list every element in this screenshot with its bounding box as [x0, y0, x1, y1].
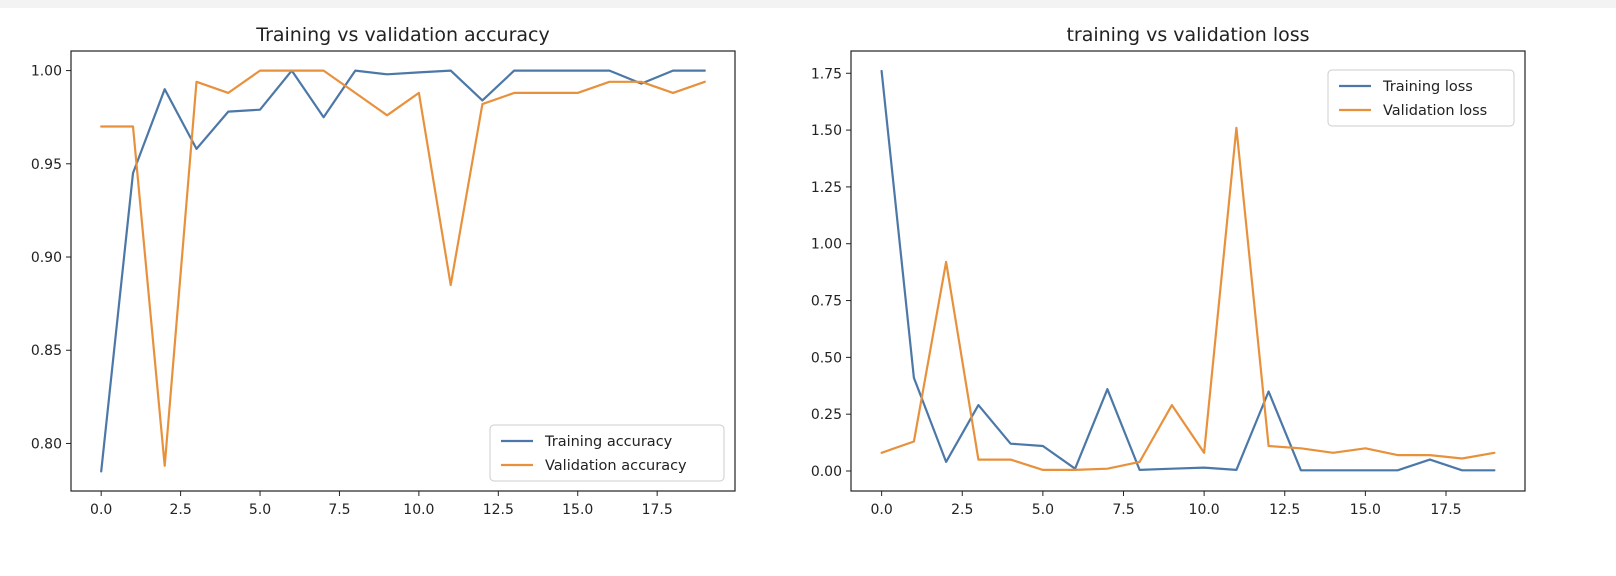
legend-label: Validation loss — [1383, 103, 1487, 119]
y-tick-label: 1.00 — [811, 237, 842, 253]
x-tick-label: 12.5 — [1269, 502, 1300, 518]
legend-box — [489, 424, 725, 482]
plot-frame — [70, 50, 736, 492]
x-tick-label: 0.0 — [871, 502, 893, 518]
y-tick-label: 0.25 — [811, 407, 842, 423]
x-tick-label: 0.0 — [90, 502, 112, 518]
x-tick-label: 15.0 — [562, 502, 593, 518]
y-tick-label: 0.75 — [811, 294, 842, 310]
x-tick-label: 2.5 — [169, 502, 191, 518]
x-tick-label: 10.0 — [1189, 502, 1220, 518]
x-tick-label: 5.0 — [1032, 502, 1054, 518]
series-line-1 — [880, 69, 1496, 472]
x-tick-label: 2.5 — [951, 502, 973, 518]
x-tick-label: 10.0 — [403, 502, 434, 518]
legend-label: Training accuracy — [544, 434, 673, 450]
legend-label: Training loss — [1382, 79, 1473, 95]
x-tick-label: 15.0 — [1350, 502, 1381, 518]
top-strip — [0, 0, 1616, 8]
y-tick-label: 0.50 — [811, 350, 842, 366]
series-line-1 — [100, 69, 706, 473]
y-tick-label: 1.25 — [811, 180, 842, 196]
y-tick-label: 0.90 — [31, 250, 62, 266]
y-tick-label: 0.80 — [31, 436, 62, 452]
y-tick-label: 0.95 — [31, 157, 62, 173]
x-tick-label: 17.5 — [1430, 502, 1461, 518]
series-line-2 — [880, 126, 1496, 471]
legend-box — [1327, 69, 1515, 127]
x-tick-label: 5.0 — [249, 502, 271, 518]
series-line-2 — [100, 69, 706, 467]
chart-2: training vs validation loss 0.00 0.25 0.50 0… — [811, 24, 1526, 518]
y-tick-label: 0.00 — [811, 464, 842, 480]
y-tick-label: 1.00 — [31, 64, 62, 80]
x-tick-label: 7.5 — [328, 502, 350, 518]
x-tick-label: 7.5 — [1112, 502, 1134, 518]
y-tick-label: 0.85 — [31, 343, 62, 359]
x-tick-label: 17.5 — [642, 502, 673, 518]
y-tick-label: 1.75 — [811, 66, 842, 82]
y-tick-label: 1.50 — [811, 123, 842, 139]
legend-label: Validation accuracy — [545, 458, 687, 474]
chart-1: Training vs validation accuracy 0.80 0.85 0… — [31, 24, 736, 518]
chart-title: Training vs validation accuracy — [255, 24, 550, 46]
x-tick-label: 12.5 — [483, 502, 514, 518]
chart-title: training vs validation loss — [1066, 24, 1309, 46]
plot-frame — [850, 50, 1526, 492]
